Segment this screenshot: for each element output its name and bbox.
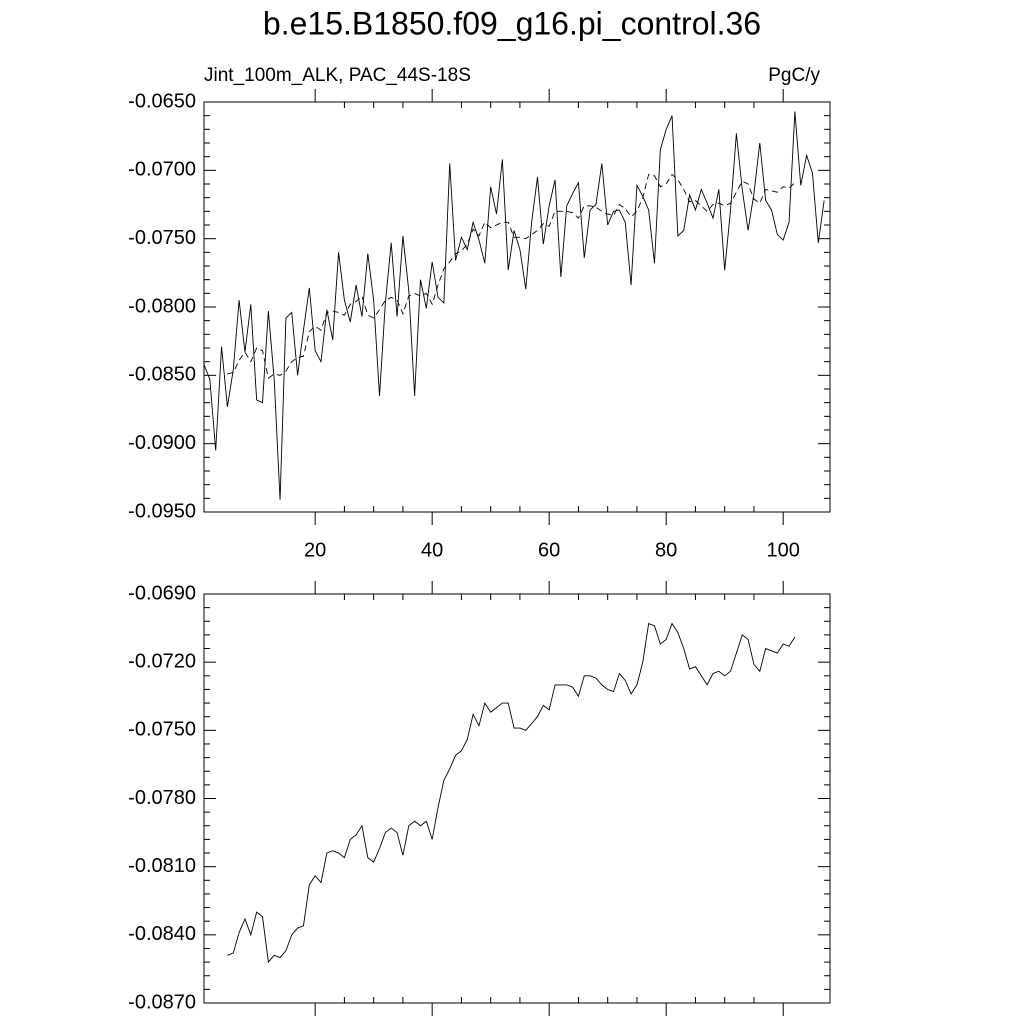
y-tick-label: -0.0850 bbox=[128, 364, 196, 386]
y-tick-label: -0.0720 bbox=[128, 650, 196, 672]
y-tick-label: -0.0870 bbox=[128, 991, 196, 1013]
running-mean-line bbox=[227, 173, 796, 379]
y-tick-label: -0.0810 bbox=[128, 855, 196, 877]
x-tick-label: 20 bbox=[304, 539, 326, 561]
units-label: PgC/y bbox=[768, 65, 820, 86]
y-tick-label: -0.0750 bbox=[128, 227, 196, 249]
data-line bbox=[203, 111, 825, 500]
y-tick-label: -0.0700 bbox=[128, 159, 196, 181]
y-tick-label: -0.0780 bbox=[128, 787, 196, 809]
y-tick-label: -0.0900 bbox=[128, 432, 196, 454]
x-tick-label: 40 bbox=[421, 539, 443, 561]
x-tick-label: 100 bbox=[767, 539, 800, 561]
y-tick-label: -0.0840 bbox=[128, 923, 196, 945]
x-tick-label: 80 bbox=[655, 539, 677, 561]
y-tick-label: -0.0950 bbox=[128, 500, 196, 522]
y-tick-label: -0.0800 bbox=[128, 295, 196, 317]
data-line bbox=[227, 622, 796, 964]
y-tick-label: -0.0690 bbox=[128, 582, 196, 604]
y-tick-label: -0.0750 bbox=[128, 719, 196, 741]
left-subtitle: Jint_100m_ALK, PAC_44S-18S bbox=[204, 65, 471, 86]
chart-title: b.e15.B1850.f09_g16.pi_control.36 bbox=[263, 5, 761, 41]
plot-frame bbox=[203, 101, 831, 513]
y-tick-label: -0.0650 bbox=[128, 90, 196, 112]
x-tick-label: 60 bbox=[538, 539, 560, 561]
